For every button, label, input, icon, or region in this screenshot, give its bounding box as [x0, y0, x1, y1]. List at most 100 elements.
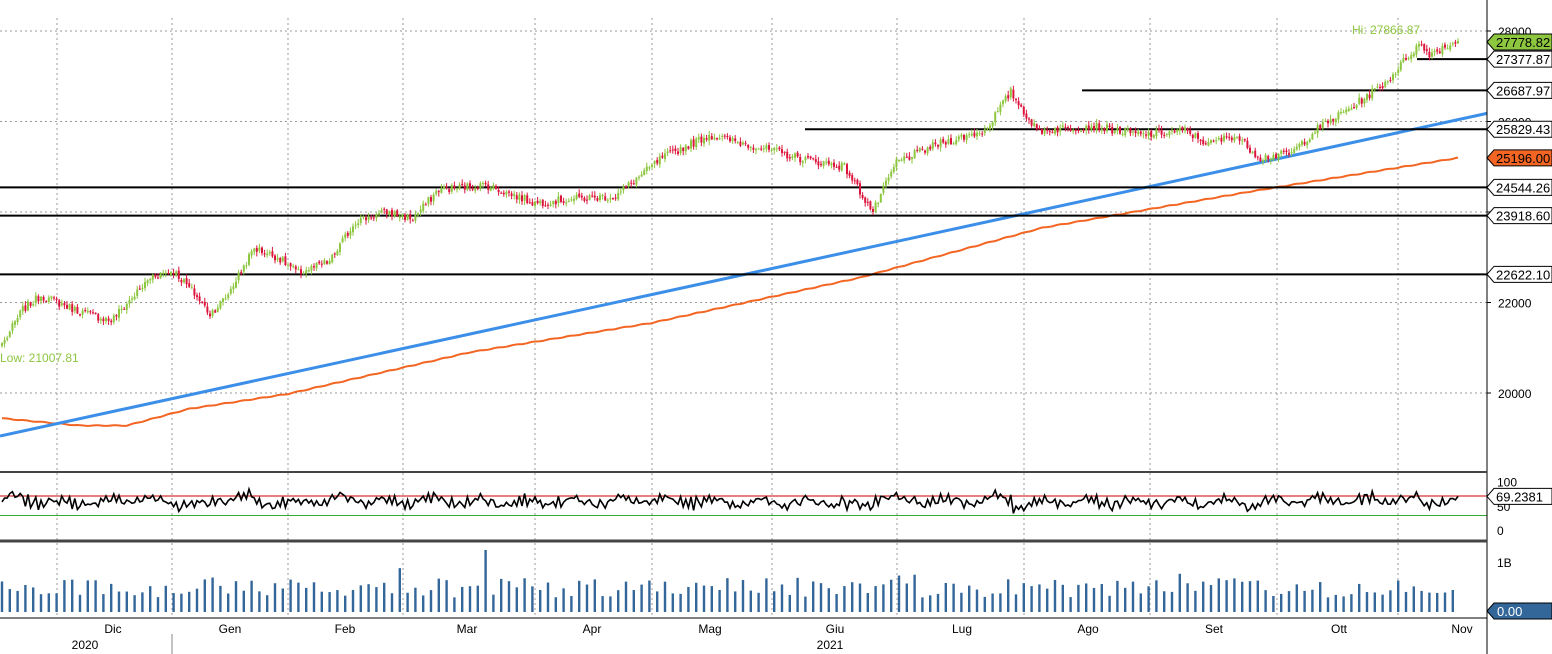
- candle-body: [562, 201, 565, 203]
- candle-body: [890, 171, 893, 177]
- candle-body: [619, 191, 622, 193]
- candle-body: [466, 183, 469, 190]
- candle-body: [1425, 49, 1428, 51]
- volume-bar: [1365, 592, 1369, 612]
- candle-body: [40, 296, 42, 301]
- candle-body: [783, 151, 786, 153]
- candle-body: [453, 185, 456, 189]
- price-tag: 25829.43: [1486, 120, 1552, 138]
- candle-body: [674, 148, 677, 152]
- candle-body: [557, 196, 560, 204]
- candle-body: [687, 146, 690, 149]
- volume-value-tag: [1486, 602, 1552, 620]
- volume-bar: [328, 592, 331, 612]
- candle-body: [305, 270, 308, 274]
- candle-body: [159, 272, 162, 279]
- price-tag-box: [1486, 33, 1552, 51]
- candle-body: [1420, 44, 1423, 46]
- candle-body: [692, 139, 695, 147]
- candle-body: [19, 310, 22, 318]
- candle-body: [1282, 150, 1285, 152]
- candle-body: [1368, 94, 1371, 99]
- candle-body: [3, 340, 6, 344]
- price-tag: 23918.60: [1486, 207, 1552, 225]
- candle-body: [1277, 154, 1280, 160]
- volume-bar: [1264, 590, 1267, 612]
- candle-body: [781, 149, 783, 153]
- candle-body: [157, 277, 159, 279]
- candle-body: [989, 125, 991, 130]
- volume-bar: [266, 595, 269, 612]
- candle-body: [1168, 131, 1171, 136]
- candle-body: [1431, 52, 1433, 57]
- candle-body: [1311, 133, 1314, 140]
- candle-body: [388, 211, 391, 215]
- volume-bar: [539, 589, 542, 612]
- candle-body: [398, 216, 401, 218]
- volume-bar: [515, 587, 518, 612]
- candle-body: [1020, 104, 1023, 107]
- candle-body: [326, 261, 328, 264]
- candle-body: [700, 136, 703, 143]
- candle-body: [313, 266, 315, 268]
- volume-bar: [1412, 586, 1415, 612]
- volume-bar: [32, 587, 35, 612]
- candle-body: [840, 163, 843, 171]
- candle-body: [297, 269, 300, 271]
- candle-body: [71, 304, 74, 312]
- candle-body: [697, 137, 700, 140]
- candle-body: [625, 186, 627, 188]
- candle-body: [1061, 125, 1064, 128]
- candle-body: [1407, 58, 1410, 60]
- candle-body: [1454, 42, 1457, 44]
- candle-body: [1316, 125, 1319, 134]
- candle-body: [1106, 124, 1108, 132]
- candle-body: [705, 138, 708, 140]
- candle-body: [1124, 128, 1127, 136]
- candle-body: [128, 300, 131, 304]
- volume-bar: [695, 582, 698, 612]
- candle-body: [690, 140, 692, 149]
- candle-body: [1009, 88, 1012, 98]
- candle-body: [515, 195, 518, 200]
- candle-body: [141, 287, 144, 289]
- candle-body: [593, 195, 596, 198]
- candle-body: [222, 298, 224, 302]
- candle-body: [669, 150, 672, 152]
- volume-bar: [164, 585, 167, 612]
- volume-bar: [656, 591, 659, 612]
- candle-body: [801, 161, 804, 164]
- volume-bar: [1248, 581, 1252, 612]
- candle-body: [16, 318, 19, 322]
- candle-body: [1067, 127, 1069, 129]
- candle-body: [1402, 57, 1405, 63]
- candle-body: [586, 199, 588, 201]
- candle-body: [1262, 160, 1264, 162]
- volume-bar: [1311, 589, 1314, 612]
- year-label: 2020: [72, 638, 99, 652]
- candle-body: [1217, 138, 1220, 140]
- volume-bar: [1116, 580, 1119, 612]
- candle-body: [474, 188, 477, 191]
- candle-body: [1371, 88, 1374, 99]
- candle-body: [227, 294, 230, 298]
- volume-bar: [679, 593, 682, 612]
- candle-body: [510, 193, 513, 196]
- candle-body: [1298, 144, 1301, 147]
- candle-body: [443, 186, 445, 189]
- candle-body: [331, 254, 334, 263]
- volume-bar: [913, 574, 916, 612]
- month-label: Feb: [335, 622, 356, 636]
- candle-body: [284, 256, 287, 265]
- volume-bar: [1007, 579, 1010, 612]
- candle-body: [29, 302, 32, 306]
- candle-body: [1246, 140, 1249, 149]
- month-label: Ott: [1331, 622, 1348, 636]
- candle-body: [744, 143, 747, 145]
- volume-bar: [1303, 590, 1306, 612]
- volume-bar: [999, 593, 1002, 612]
- candle-body: [383, 208, 386, 210]
- volume-bar: [156, 597, 160, 612]
- candle-body: [209, 313, 211, 317]
- candle-body: [201, 301, 204, 303]
